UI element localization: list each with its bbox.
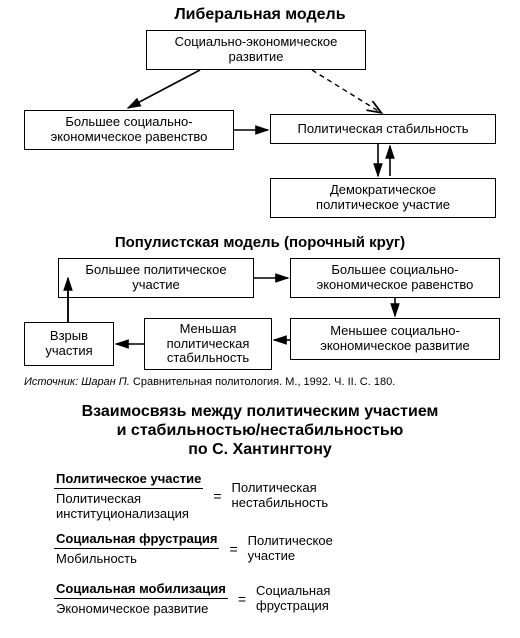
source-italic: Источник: Шаран П.	[24, 376, 130, 388]
eq2-num: Социальная фрустрация	[54, 530, 219, 549]
eq3-rhs: Социальнаяфрустрация	[256, 584, 330, 614]
node-liberal-part: Демократическоеполитическое участие	[270, 178, 496, 218]
eq2-equals: =	[229, 541, 237, 557]
source-line: Источник: Шаран П. Сравнительная политол…	[24, 376, 395, 388]
node-liberal-eq: Большее социально-экономическое равенств…	[24, 110, 234, 150]
liberal-title: Либеральная модель	[0, 6, 520, 24]
eq3-num: Социальная мобилизация	[54, 580, 228, 599]
eq3-den: Экономическое развитие	[54, 599, 228, 617]
node-pop-devless: Меньшее социально-экономическое развитие	[290, 318, 500, 360]
eq1-rhs: Политическаянестабильность	[232, 481, 329, 511]
node-liberal-stab: Политическая стабильность	[270, 114, 496, 144]
node-pop-eq: Большее социально-экономическое равенств…	[290, 258, 500, 298]
source-rest: Сравнительная политология. М., 1992. Ч. …	[130, 376, 395, 388]
equation-1: Политическое участие Политическаяинститу…	[54, 470, 328, 522]
eq1-equals: =	[213, 488, 221, 504]
section3-title: Взаимосвязь между политическим участиеми…	[0, 402, 520, 460]
eq1-num: Политическое участие	[54, 470, 203, 489]
eq3-equals: =	[238, 591, 246, 607]
equation-2: Социальная фрустрация Мобильность = Поли…	[54, 530, 333, 567]
node-pop-stab: Меньшаяполитическаястабильность	[144, 318, 272, 370]
node-liberal-dev: Социально-экономическоеразвитие	[146, 30, 366, 70]
equation-3: Социальная мобилизация Экономическое раз…	[54, 580, 330, 617]
node-pop-part: Большее политическоеучастие	[58, 258, 254, 298]
eq2-rhs: Политическоеучастие	[248, 534, 333, 564]
populist-title: Популистская модель (порочный круг)	[0, 234, 520, 251]
eq2-den: Мобильность	[54, 549, 219, 567]
node-pop-burst: Взрывучастия	[24, 322, 114, 366]
eq1-den: Политическаяинституционализация	[54, 489, 203, 522]
